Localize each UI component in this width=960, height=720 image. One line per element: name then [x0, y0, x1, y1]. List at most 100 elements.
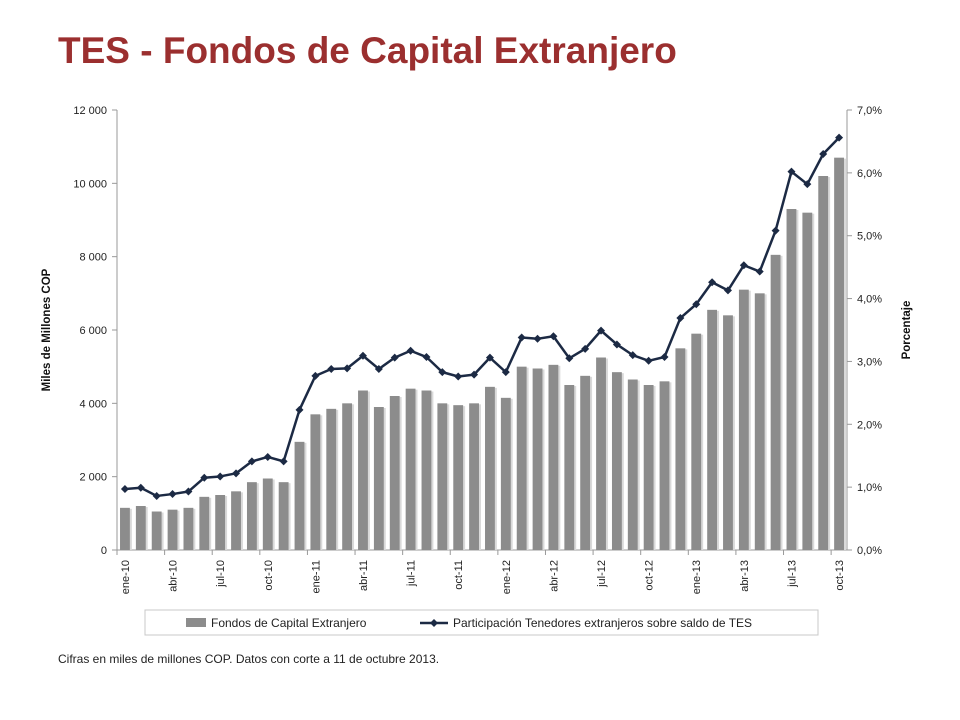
line-point — [660, 353, 669, 362]
x-tick-label: abr-11 — [358, 560, 370, 591]
tick-labels: 0 2 000 4 000 6 000 8 000 10 000 12 000 0,0% 1,0… — [73, 105, 882, 594]
bar — [342, 403, 353, 550]
bar — [231, 491, 241, 550]
bar — [326, 408, 337, 550]
x-tick-label: abr-10 — [168, 560, 180, 592]
y2-tick-label: 7,0% — [857, 105, 882, 117]
bar — [580, 375, 591, 550]
bar — [469, 403, 479, 550]
line-point — [327, 364, 336, 373]
y-tick-label: 10 000 — [73, 178, 107, 190]
line-point — [771, 226, 780, 235]
x-tick-label: jul-13 — [786, 560, 798, 588]
line-point — [581, 344, 590, 353]
line-point — [295, 405, 304, 414]
line-point — [200, 473, 209, 482]
y2-tick-label: 3,0% — [857, 356, 882, 368]
line-point — [803, 180, 812, 189]
y-tick-label: 8 000 — [79, 252, 107, 264]
line-point — [644, 356, 653, 365]
line-point — [422, 353, 431, 362]
page-title: TES - Fondos de Capital Extranjero — [58, 30, 677, 71]
line-point — [470, 370, 479, 379]
line-point — [819, 150, 828, 158]
line-point — [374, 364, 383, 373]
line-point — [311, 371, 320, 380]
bar — [675, 348, 686, 550]
line-point — [692, 300, 701, 309]
x-tick-label: oct-10 — [263, 560, 275, 591]
line-point — [263, 452, 272, 461]
bar — [373, 407, 384, 550]
line-point — [501, 368, 510, 377]
bar — [770, 254, 781, 551]
bar — [818, 176, 829, 550]
line-point — [676, 314, 685, 323]
bar-series — [120, 157, 846, 551]
y2-tick-label: 1,0% — [857, 482, 882, 494]
line-point — [739, 261, 748, 270]
line-point — [390, 353, 399, 362]
line-point — [438, 368, 447, 377]
line-point — [454, 372, 463, 381]
line-point — [343, 364, 352, 373]
bar — [262, 478, 273, 550]
bar — [120, 507, 130, 550]
bar — [532, 368, 543, 550]
bar — [453, 405, 464, 550]
bar — [802, 212, 813, 550]
bar — [500, 397, 511, 550]
legend: Fondos de Capital Extranjero Participaci… — [144, 609, 819, 636]
bar — [611, 372, 622, 550]
line-point — [136, 483, 145, 492]
x-tick-label: oct-13 — [834, 560, 846, 591]
legend-bar-swatch — [186, 618, 206, 627]
x-tick-label: ene-11 — [310, 560, 322, 593]
bar — [786, 209, 797, 550]
bar — [358, 390, 368, 550]
bar — [246, 482, 257, 550]
y2-tick-label: 2,0% — [857, 419, 882, 431]
line-point — [549, 332, 558, 341]
bar — [738, 289, 749, 550]
bar — [389, 396, 400, 550]
line-point — [485, 353, 494, 362]
legend-line-marker — [430, 619, 438, 627]
line-point — [708, 278, 717, 287]
bar — [754, 293, 765, 550]
line-point — [723, 286, 732, 295]
x-tick-label: oct-11 — [453, 560, 465, 590]
line-point — [216, 472, 225, 481]
bar — [707, 309, 718, 550]
bar — [278, 482, 289, 550]
y2-axis-title: Porcentaje — [901, 301, 913, 360]
bar — [643, 385, 654, 550]
line-point — [787, 167, 796, 176]
line-point — [612, 340, 621, 349]
x-tick-label: oct-12 — [644, 560, 656, 591]
line-point — [628, 351, 637, 360]
line-point — [120, 485, 129, 494]
y2-tick-label: 5,0% — [857, 231, 882, 243]
bar — [183, 507, 194, 550]
legend-line-label: Participación Tenedores extranjeros sobr… — [453, 616, 752, 630]
line-point — [835, 133, 844, 142]
x-tick-label: jul-11 — [406, 560, 418, 587]
y2-tick-label: 4,0% — [857, 294, 882, 306]
y-tick-label: 6 000 — [79, 325, 107, 337]
bar — [659, 381, 670, 550]
x-tick-label: abr-13 — [739, 560, 751, 592]
line-point — [168, 490, 177, 499]
y-tick-label: 4 000 — [79, 398, 107, 410]
y-tick-label: 2 000 — [79, 472, 107, 484]
x-tick-label: abr-12 — [548, 560, 560, 592]
x-tick-label: ene-13 — [691, 560, 703, 594]
bar — [405, 388, 416, 550]
x-tick-label: ene-12 — [501, 560, 513, 594]
line-point — [152, 491, 161, 500]
line-point — [565, 354, 574, 363]
y-tick-label: 0 — [101, 545, 107, 557]
line-point — [533, 334, 542, 343]
bar — [516, 366, 527, 550]
x-tick-label: ene-10 — [120, 560, 132, 594]
